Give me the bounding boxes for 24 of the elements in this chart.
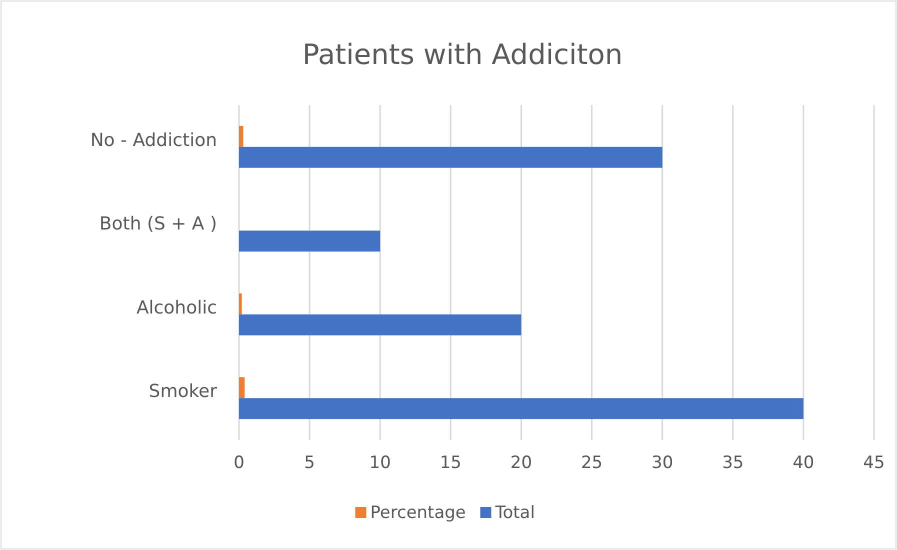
bar (239, 146, 662, 168)
legend-label: Percentage (370, 503, 466, 523)
x-tick-label: 10 (369, 453, 391, 473)
x-tick-label: 20 (510, 453, 532, 473)
bar (239, 230, 380, 252)
y-tick-label: No - Addiction (90, 130, 217, 151)
x-tick-label: 45 (863, 453, 885, 473)
x-tick-label: 5 (304, 453, 315, 473)
bar (239, 293, 242, 314)
x-tick-label: 0 (234, 453, 244, 473)
chart-title: Patients with Addiciton (302, 38, 623, 71)
x-tick-label: 25 (580, 453, 603, 473)
bar (239, 126, 244, 147)
bar (239, 398, 804, 420)
y-tick-label: Smoker (148, 381, 218, 402)
x-tick-label: 30 (652, 453, 674, 473)
legend-label: Total (494, 503, 535, 523)
y-tick-label: Both (S + A ) (99, 214, 217, 235)
x-tick-label: 35 (722, 453, 744, 473)
x-tick-label: 15 (440, 453, 462, 473)
x-tick-label: 40 (792, 453, 814, 473)
bar (239, 377, 245, 398)
y-tick-label: Alcoholic (136, 297, 217, 318)
bar (239, 314, 522, 336)
